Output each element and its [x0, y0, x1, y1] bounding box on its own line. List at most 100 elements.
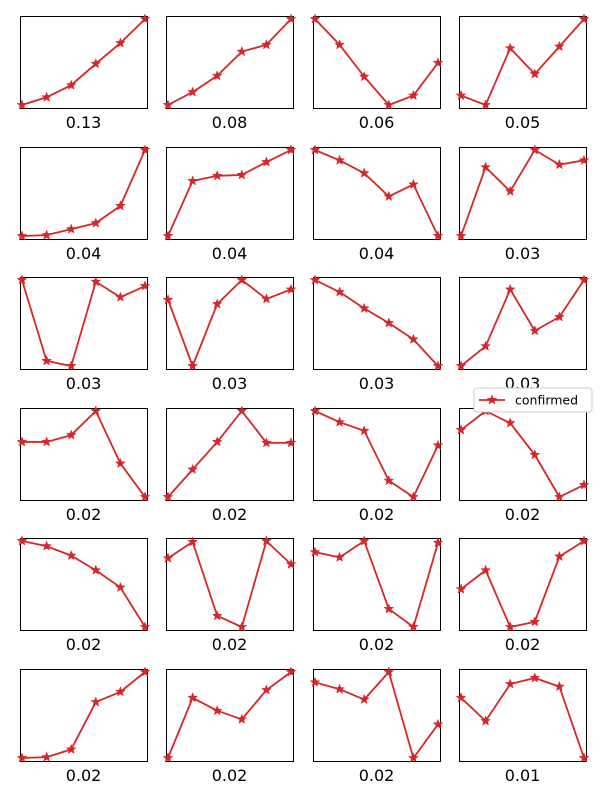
data-point-6: [139, 491, 151, 502]
data-point-3: [504, 42, 516, 53]
data-point-2: [187, 360, 199, 371]
data-point-1: [309, 676, 321, 687]
data-point-6: [285, 144, 297, 155]
panel-frame: [166, 669, 294, 762]
data-point-4: [236, 169, 248, 180]
data-point-1: [162, 230, 174, 241]
data-point-3: [358, 302, 370, 314]
series-line: [22, 410, 146, 498]
series-line: [167, 540, 292, 628]
data-point-2: [187, 86, 199, 97]
data-point-4: [383, 474, 395, 486]
data-point-5: [407, 333, 419, 344]
data-point-6: [578, 154, 590, 165]
data-point-4: [529, 68, 541, 79]
data-point-1: [16, 230, 28, 241]
panel-frame: [166, 147, 294, 240]
panel-label: 0.01: [505, 766, 541, 785]
panel-frame: [20, 16, 148, 109]
data-point-6: [285, 666, 297, 677]
data-point-3: [504, 678, 516, 689]
series-line: [314, 149, 439, 237]
data-point-2: [41, 355, 53, 366]
panel-frame: [313, 669, 441, 762]
data-point-2: [334, 154, 346, 165]
data-point-4: [383, 190, 395, 202]
data-point-4: [529, 144, 541, 155]
legend-label: confirmed: [515, 393, 578, 408]
panel-frame: [166, 16, 294, 109]
data-point-6: [432, 718, 444, 730]
legend: confirmed: [473, 387, 593, 413]
data-point-4: [90, 564, 102, 575]
panel-16: 0.02: [455, 405, 590, 524]
data-point-5: [114, 457, 126, 469]
series-line: [314, 18, 439, 106]
data-point-1: [16, 752, 28, 763]
panel-1: 0.13: [16, 13, 151, 132]
data-point-2: [41, 540, 53, 551]
data-point-5: [260, 535, 272, 546]
legend-star-icon: [486, 394, 498, 405]
data-point-3: [504, 417, 516, 428]
panel-label: 0.02: [66, 635, 102, 654]
data-point-6: [432, 360, 444, 371]
data-point-5: [407, 178, 419, 190]
data-point-2: [187, 463, 199, 475]
data-point-4: [529, 616, 541, 627]
data-point-6: [432, 537, 444, 548]
data-point-1: [455, 692, 467, 703]
panel-frame: [20, 669, 148, 762]
data-point-5: [553, 550, 565, 562]
series-line: [460, 149, 585, 237]
data-point-4: [236, 45, 248, 57]
data-point-1: [455, 583, 467, 594]
data-point-4: [90, 58, 102, 69]
panel-label: 0.03: [505, 244, 541, 263]
data-point-1: [162, 552, 174, 563]
panel-frame: [20, 538, 148, 631]
data-point-6: [285, 558, 297, 569]
data-point-1: [455, 424, 467, 435]
data-point-3: [65, 549, 77, 561]
data-point-6: [578, 752, 590, 763]
data-point-5: [553, 40, 565, 52]
data-point-3: [211, 610, 223, 621]
panel-label: 0.13: [66, 113, 102, 132]
data-point-4: [90, 217, 102, 228]
panel-frame: [313, 538, 441, 631]
data-point-1: [162, 294, 174, 305]
panel-label: 0.02: [359, 505, 395, 524]
panel-10: 0.03: [162, 274, 297, 393]
data-point-6: [139, 666, 151, 677]
series-line: [460, 279, 585, 367]
data-point-1: [16, 436, 28, 447]
panel-frame: [459, 669, 587, 762]
panel-frame: [166, 538, 294, 631]
series-line: [167, 149, 292, 237]
legend-box: [473, 387, 593, 413]
data-point-3: [504, 283, 516, 295]
panel-label: 0.06: [359, 113, 395, 132]
data-point-1: [16, 535, 28, 546]
data-point-5: [260, 437, 272, 448]
panel-label: 0.02: [359, 635, 395, 654]
series-line: [460, 540, 585, 628]
data-point-3: [504, 621, 516, 632]
panel-frame: [459, 408, 587, 501]
data-point-3: [358, 425, 370, 436]
data-point-5: [260, 684, 272, 695]
data-point-1: [16, 99, 28, 110]
data-point-6: [432, 230, 444, 241]
data-point-6: [139, 280, 151, 291]
data-point-4: [529, 325, 541, 336]
data-point-5: [553, 158, 565, 170]
data-point-6: [432, 57, 444, 68]
data-point-3: [211, 704, 223, 716]
data-point-2: [41, 751, 53, 762]
panel-label: 0.02: [505, 505, 541, 524]
data-point-1: [309, 405, 321, 416]
panel-11: 0.03: [309, 274, 444, 393]
panel-frame: [313, 408, 441, 501]
